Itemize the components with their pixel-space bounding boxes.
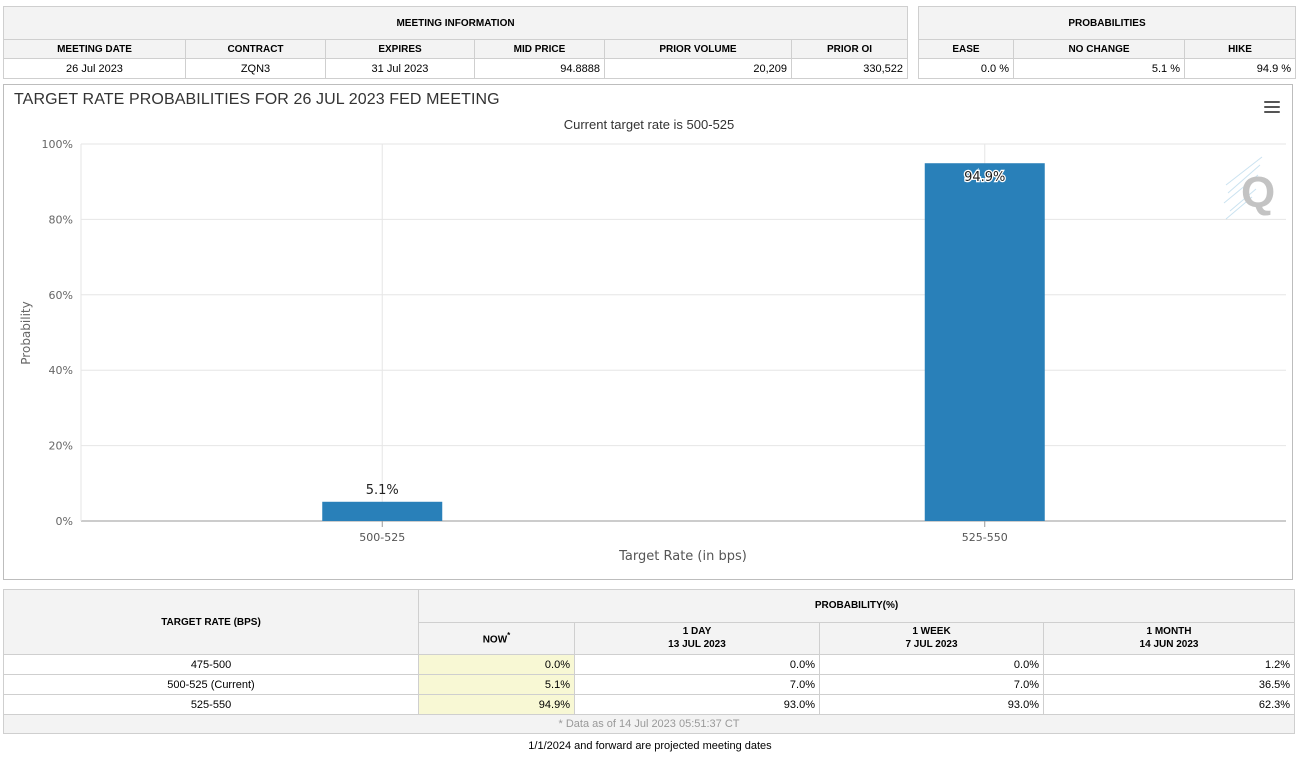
hike-value: 94.9 % — [1183, 58, 1297, 79]
target-rate-header: TARGET RATE (BPS) — [3, 589, 419, 655]
ease-value: 0.0 % — [918, 58, 1014, 79]
prior-oi-value: 330,522 — [790, 58, 909, 79]
day-cell: 0.0% — [574, 654, 820, 675]
one-week-header: 1 WEEK 7 JUL 2023 — [819, 621, 1044, 655]
no-change-header: NO CHANGE — [1013, 39, 1185, 59]
table-row: 500-525 (Current) 5.1% 7.0% 7.0% 36.5% — [3, 674, 1296, 695]
one-day-date: 13 JUL 2023 — [668, 639, 726, 651]
month-cell: 1.2% — [1042, 654, 1296, 675]
chart-subtitle: Current target rate is 500-525 — [563, 117, 735, 132]
y-tick-label: 60% — [49, 289, 73, 302]
now-cell: 94.9% — [418, 694, 575, 715]
one-week-date: 7 JUL 2023 — [905, 639, 958, 651]
one-day-label: 1 DAY — [682, 626, 712, 638]
prior-oi-header: PRIOR OI — [790, 39, 909, 59]
now-header-label: NOW — [482, 634, 508, 646]
y-tick-label: 20% — [49, 440, 73, 453]
mid-price-header: MID PRICE — [474, 39, 605, 59]
meeting-date-value: 26 Jul 2023 — [3, 58, 186, 79]
y-tick-label: 40% — [49, 364, 73, 377]
meeting-info-title: MEETING INFORMATION — [2, 6, 909, 40]
mid-price-value: 94.8888 — [474, 58, 605, 79]
hike-header: HIKE — [1183, 39, 1297, 59]
month-cell: 36.5% — [1042, 674, 1296, 695]
one-month-header: 1 MONTH 14 JUN 2023 — [1042, 621, 1296, 655]
y-tick-label: 0% — [56, 515, 73, 528]
data-label: 5.1% — [366, 483, 399, 498]
probabilities-table: PROBABILITIES EASE NO CHANGE HIKE 0.0 % … — [917, 6, 1297, 79]
week-cell: 0.0% — [819, 654, 1044, 675]
table-row: 475-500 0.0% 0.0% 0.0% 1.2% — [3, 654, 1296, 675]
footer-note: 1/1/2024 and forward are projected meeti… — [528, 740, 772, 752]
ease-header: EASE — [918, 39, 1014, 59]
chart-title: TARGET RATE PROBABILITIES FOR 26 JUL 202… — [14, 91, 500, 108]
month-cell: 62.3% — [1042, 694, 1296, 715]
one-week-label: 1 WEEK — [912, 626, 951, 638]
rate-cell: 475-500 — [3, 654, 419, 675]
data-label: 94.9% — [964, 170, 1005, 185]
now-header-marker: * — [507, 631, 511, 641]
day-cell: 93.0% — [574, 694, 820, 715]
x-axis-label: Target Rate (in bps) — [618, 549, 747, 564]
x-tick-label: 500-525 — [359, 531, 405, 544]
now-cell: 0.0% — [418, 654, 575, 675]
y-tick-label: 80% — [49, 213, 73, 226]
x-tick-label: 525-550 — [962, 531, 1008, 544]
contract-header: CONTRACT — [185, 39, 326, 59]
now-header: NOW* — [418, 621, 575, 655]
week-cell: 93.0% — [819, 694, 1044, 715]
day-cell: 7.0% — [574, 674, 820, 695]
bar-chart: Q 0% 20% 40% 60% 80% 100% 500-525 5.1% 525-550 94… — [19, 138, 1286, 564]
one-month-date: 14 JUN 2023 — [1139, 639, 1199, 651]
chart-menu-icon[interactable] — [1264, 101, 1280, 114]
prior-volume-value: 20,209 — [604, 58, 792, 79]
y-tick-label: 100% — [42, 138, 73, 151]
prior-volume-header: PRIOR VOLUME — [604, 39, 792, 59]
rate-cell: 500-525 (Current) — [3, 674, 419, 695]
now-cell: 5.1% — [418, 674, 575, 695]
meeting-info-table: MEETING INFORMATION MEETING DATE CONTRAC… — [2, 6, 909, 79]
rate-probability-table: TARGET RATE (BPS) PROBABILITY(%) NOW* 1 … — [2, 589, 1296, 734]
quikstrike-logo-icon: Q — [1223, 156, 1275, 220]
one-month-label: 1 MONTH — [1146, 626, 1192, 638]
meeting-date-header: MEETING DATE — [3, 39, 186, 59]
expires-header: EXPIRES — [325, 39, 475, 59]
table-row: 525-550 94.9% 93.0% 93.0% 62.3% — [3, 694, 1296, 715]
svg-text:Q: Q — [1241, 168, 1275, 217]
rate-cell: 525-550 — [3, 694, 419, 715]
probability-header: PROBABILITY(%) — [417, 589, 1296, 623]
contract-value: ZQN3 — [185, 58, 326, 79]
y-axis-label: Probability — [19, 301, 33, 364]
chart-panel: TARGET RATE PROBABILITIES FOR 26 JUL 202… — [3, 84, 1293, 580]
bar-500-525[interactable] — [322, 501, 443, 521]
data-as-of-note: * Data as of 14 Jul 2023 05:51:37 CT — [2, 714, 1296, 734]
one-day-header: 1 DAY 13 JUL 2023 — [574, 621, 820, 655]
bar-525-550[interactable] — [924, 163, 1045, 521]
probabilities-title: PROBABILITIES — [917, 6, 1297, 40]
no-change-value: 5.1 % — [1013, 58, 1185, 79]
week-cell: 7.0% — [819, 674, 1044, 695]
expires-value: 31 Jul 2023 — [325, 58, 475, 79]
